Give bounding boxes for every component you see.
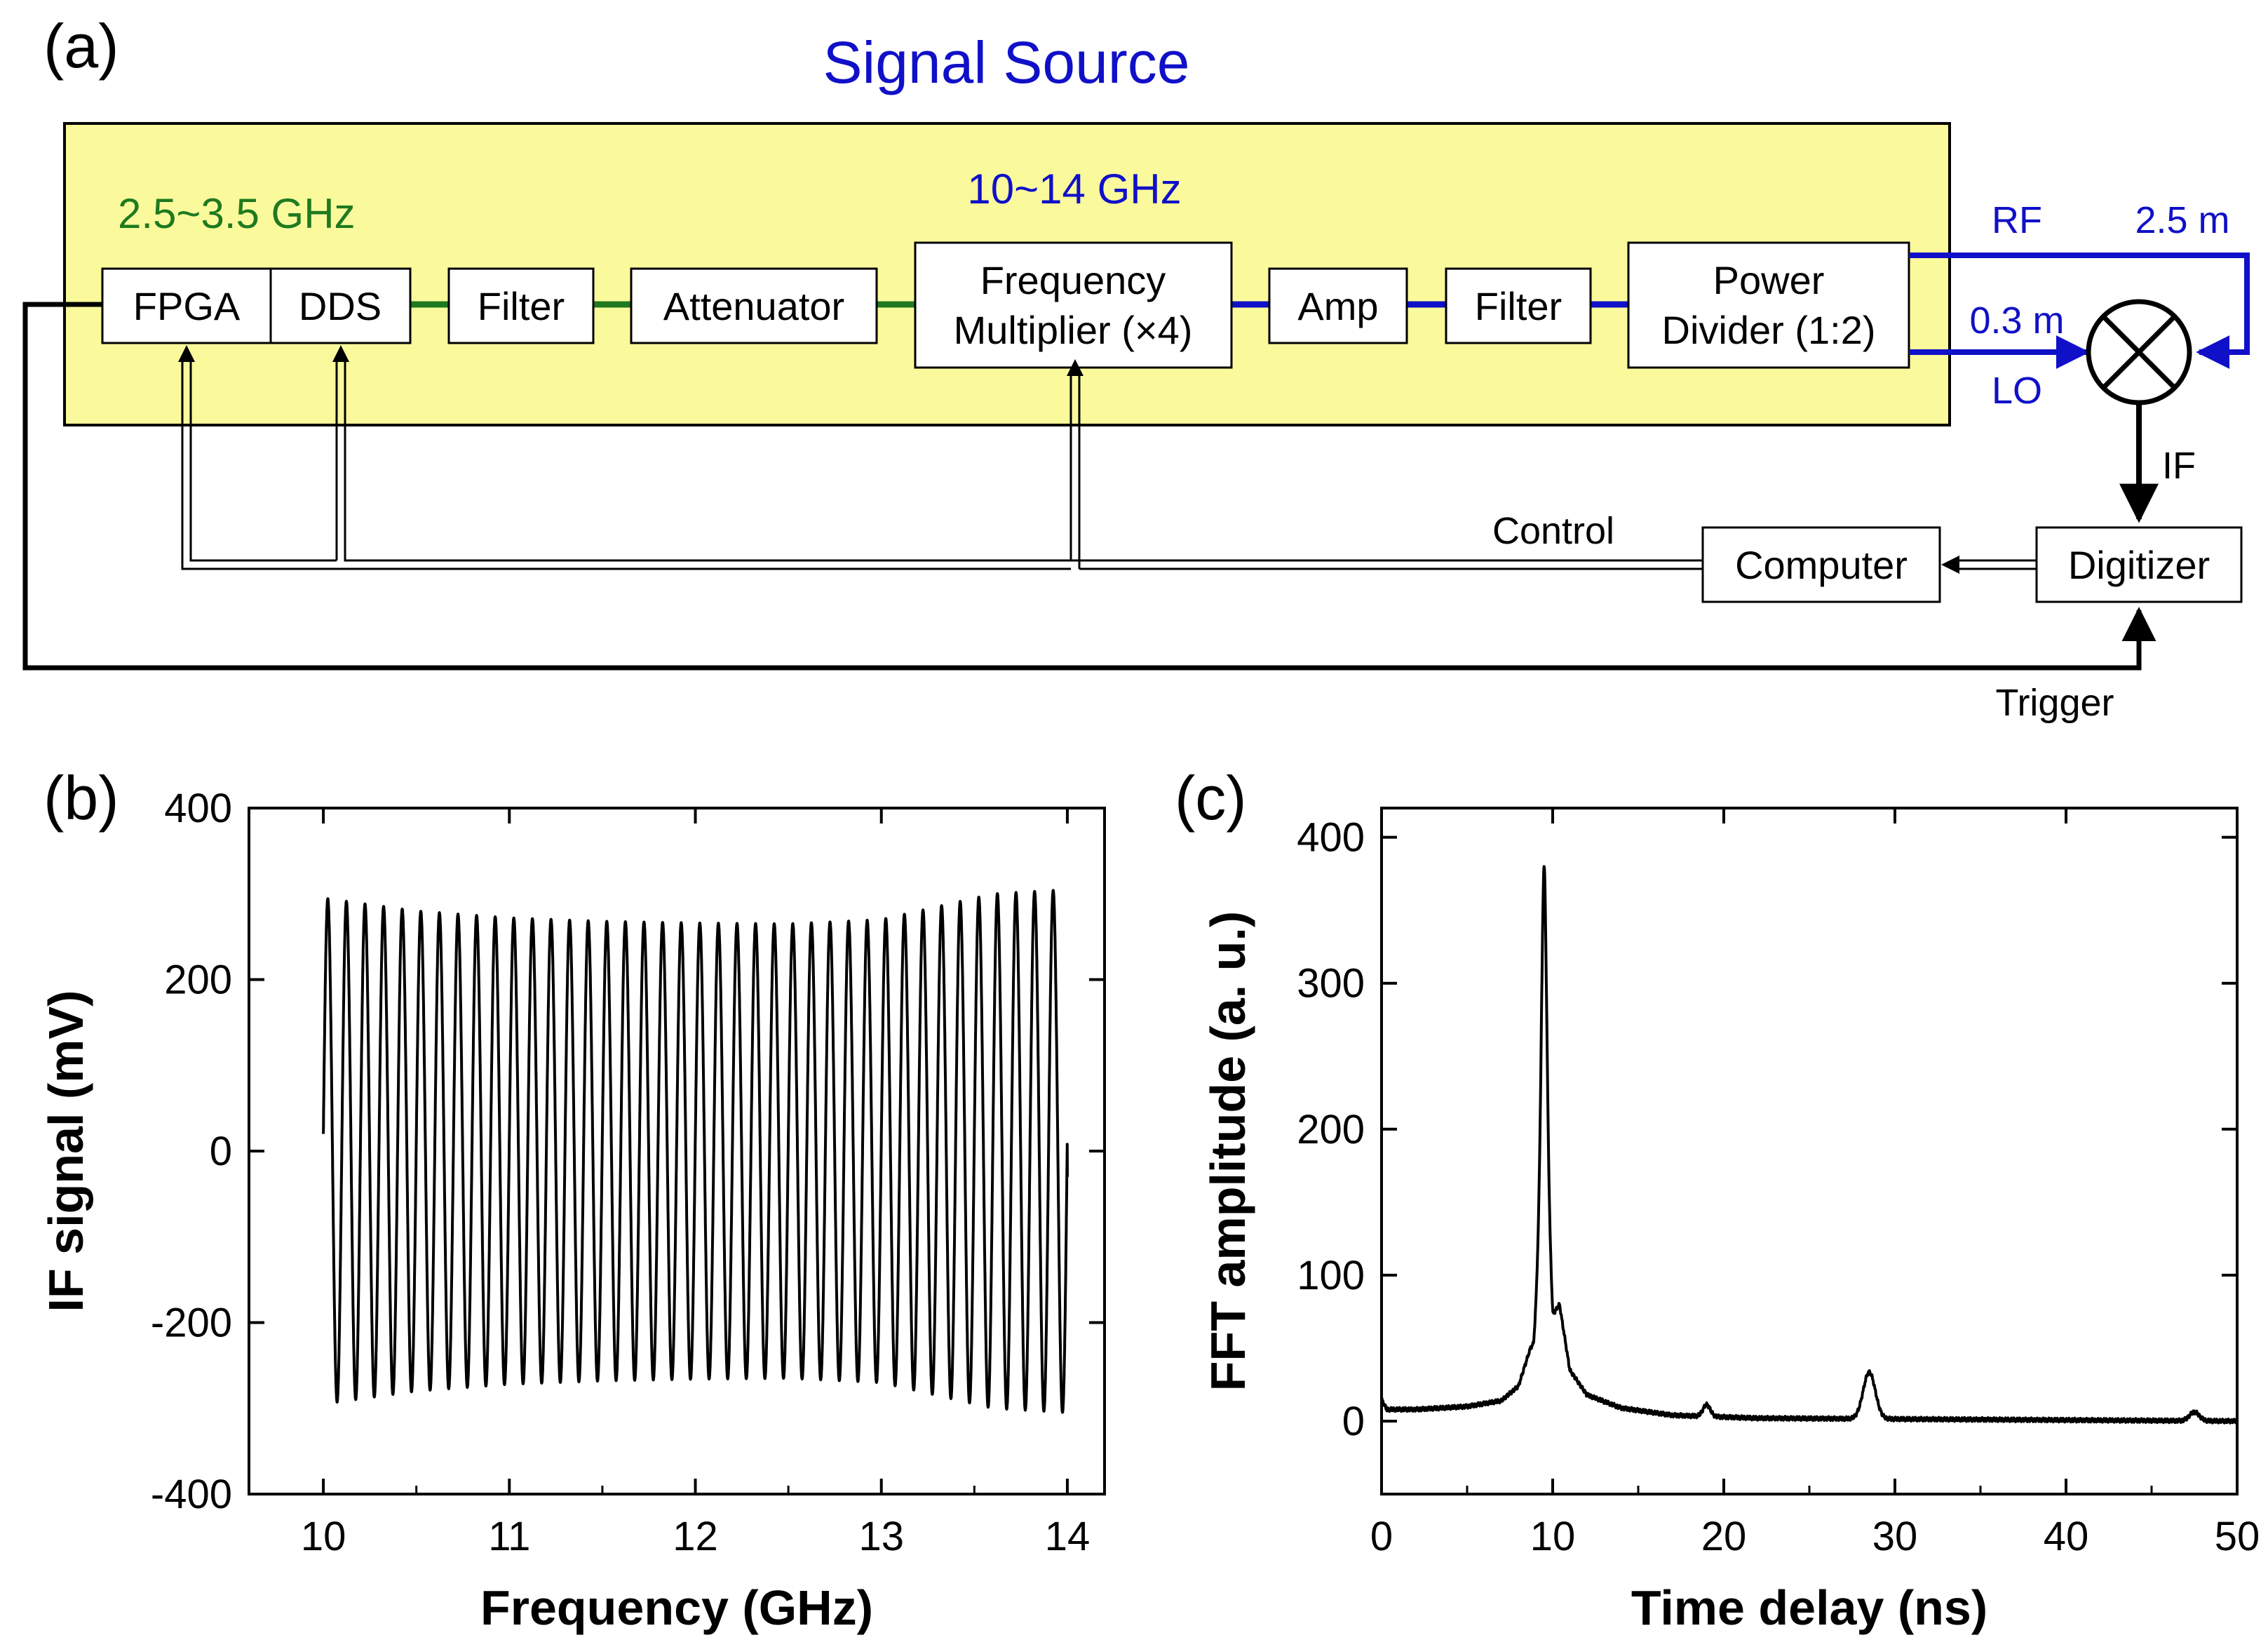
panel-b-ytick-label: 400 — [164, 786, 232, 831]
filter-block-2: Filter — [1445, 267, 1592, 344]
rf-length-label: 2.5 m — [2135, 199, 2229, 241]
multiplier-label-line1: Frequency — [980, 258, 1166, 302]
digitizer-label: Digitizer — [2068, 543, 2210, 587]
panel-b-ylabel: IF signal (mV) — [39, 990, 93, 1312]
lo-label: LO — [1992, 370, 2042, 412]
mixer-icon — [2086, 299, 2192, 405]
control-label: Control — [1492, 510, 1614, 552]
panel-c-ytick-label: 200 — [1297, 1107, 1365, 1152]
panel-b-label: (b) — [43, 763, 119, 833]
filter-1-label: Filter — [478, 284, 565, 328]
panel-c-ytick-label: 0 — [1342, 1399, 1365, 1444]
digitizer-block: Digitizer — [2035, 526, 2243, 603]
panel-b-xtick-label: 14 — [1045, 1514, 1091, 1559]
multiplier-block: Frequency Multiplier (×4) — [914, 241, 1233, 369]
panel-b-xtick-label: 11 — [488, 1514, 530, 1559]
attenuator-label: Attenuator — [663, 284, 844, 328]
dds-block: DDS — [269, 267, 412, 344]
trigger-path — [22, 302, 2156, 671]
panel-b-xtick-label: 13 — [858, 1514, 904, 1559]
signal-source-title: Signal Source — [823, 29, 1190, 95]
amp-label: Amp — [1297, 284, 1378, 328]
panel-b-xtick-label: 12 — [673, 1514, 718, 1559]
panel-b-xtick-label: 10 — [301, 1514, 346, 1559]
power-divider-label-line1: Power — [1713, 258, 1825, 302]
panel-b-ytick-label: -400 — [151, 1472, 232, 1517]
panel-b: (b) 10 11 12 13 14 400 200 0 -200 -400 Frequency … — [39, 763, 1106, 1635]
panel-b-ytick-label: 0 — [210, 1129, 232, 1174]
panel-c-ytick-label: 300 — [1297, 961, 1365, 1007]
rf-label: RF — [1992, 199, 2042, 241]
band-high-label: 10~14 GHz — [967, 166, 1181, 213]
panel-c-ytick-label: 400 — [1297, 815, 1365, 861]
computer-block: Computer — [1701, 526, 1941, 603]
panel-c-xlabel: Time delay (ns) — [1631, 1580, 1987, 1635]
panel-c-label: (c) — [1175, 763, 1247, 833]
panel-c-xtick-label: 50 — [2215, 1514, 2260, 1559]
panel-c-xtick-label: 20 — [1701, 1514, 1747, 1559]
rf-path — [1909, 253, 2250, 369]
dds-label: DDS — [299, 284, 382, 328]
lo-length-label: 0.3 m — [1969, 300, 2064, 342]
panel-c-fft-series — [1380, 865, 2239, 1425]
if-label: IF — [2162, 445, 2196, 487]
panel-c: (c) 0 10 20 30 40 50 400 300 200 100 0 Time delay … — [1175, 763, 2260, 1635]
multiplier-label-line2: Multiplier (×4) — [954, 308, 1193, 352]
power-divider-block: Power Divider (1:2) — [1627, 241, 1910, 369]
panel-a: (a) Signal Source 2.5~3.5 GHz 10~14 GHz … — [22, 11, 2250, 724]
panel-c-xtick-label: 0 — [1370, 1514, 1393, 1559]
panel-c-ticks: 0 10 20 30 40 50 400 300 200 100 0 — [1297, 808, 2260, 1559]
trigger-label: Trigger — [1995, 682, 2114, 724]
computer-label: Computer — [1735, 543, 1908, 587]
band-low-label: 2.5~3.5 GHz — [118, 190, 356, 237]
filter-2-label: Filter — [1475, 284, 1562, 328]
digitizer-to-computer-link — [1941, 556, 2037, 574]
control-bus — [178, 345, 1703, 570]
panel-c-ylabel: FFT amplitude (a. u.) — [1201, 911, 1255, 1391]
panel-c-ytick-label: 100 — [1297, 1253, 1365, 1298]
panel-c-xtick-label: 30 — [1872, 1514, 1918, 1559]
panel-b-xlabel: Frequency (GHz) — [480, 1580, 873, 1635]
filter-block-1: Filter — [447, 267, 595, 344]
fpga-label: FPGA — [133, 284, 241, 328]
panel-b-ytick-label: -200 — [151, 1300, 232, 1346]
attenuator-block: Attenuator — [630, 267, 878, 344]
panel-c-xtick-label: 40 — [2044, 1514, 2089, 1559]
panel-b-if-signal-series — [322, 889, 1069, 1414]
power-divider-label-line2: Divider (1:2) — [1662, 308, 1876, 352]
panel-b-ticks: 10 11 12 13 14 400 200 0 -200 -400 — [151, 786, 1105, 1559]
panel-c-xtick-label: 10 — [1530, 1514, 1576, 1559]
panel-a-label: (a) — [43, 11, 119, 81]
amp-block: Amp — [1268, 267, 1408, 344]
panel-b-ytick-label: 200 — [164, 957, 232, 1003]
fpga-block: FPGA — [101, 267, 272, 344]
